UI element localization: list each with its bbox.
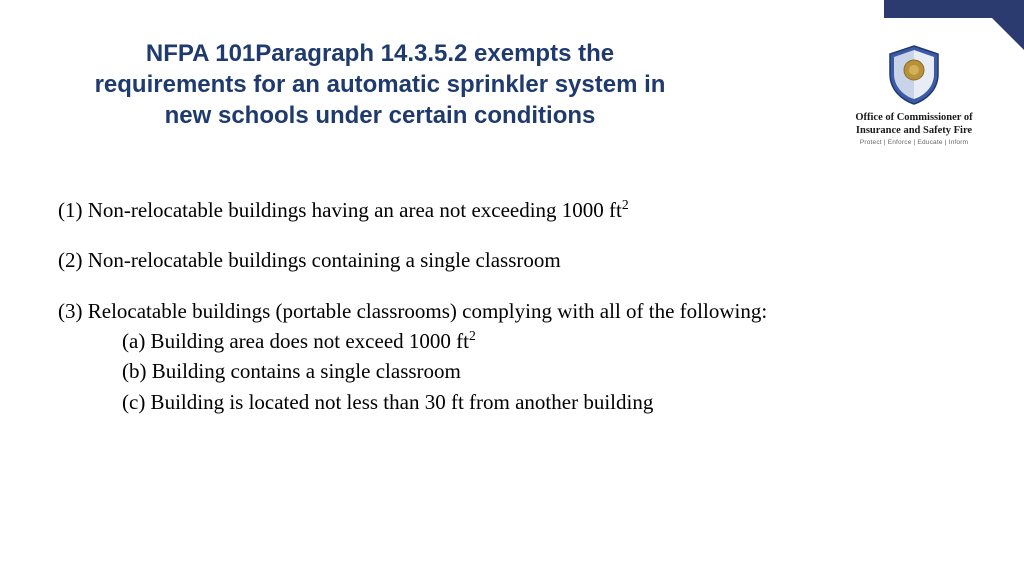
item-1-text: (1) Non-relocatable buildings having an …: [58, 198, 622, 222]
item-3a-text: (a) Building area does not exceed 1000 f…: [122, 329, 469, 353]
logo-title-line2: Insurance and Safety Fire: [834, 125, 994, 138]
item-2: (2) Non-relocatable buildings containing…: [58, 246, 938, 274]
agency-logo-block: Office of Commissioner of Insurance and …: [834, 44, 994, 146]
logo-tagline: Protect | Enforce | Educate | Inform: [834, 139, 994, 146]
item-3-sublist: (a) Building area does not exceed 1000 f…: [58, 327, 938, 416]
logo-title-line1: Office of Commissioner of: [834, 112, 994, 125]
shield-icon: [886, 44, 942, 106]
item-3: (3) Relocatable buildings (portable clas…: [58, 297, 938, 325]
item-3c: (c) Building is located not less than 30…: [122, 388, 938, 416]
slide: Office of Commissioner of Insurance and …: [0, 0, 1024, 576]
item-3a-sup: 2: [469, 328, 476, 343]
item-1: (1) Non-relocatable buildings having an …: [58, 196, 938, 224]
slide-title: NFPA 101Paragraph 14.3.5.2 exempts the r…: [70, 38, 690, 132]
slide-body: (1) Non-relocatable buildings having an …: [58, 196, 938, 418]
corner-accent-triangle: [974, 0, 1024, 50]
item-1-sup: 2: [622, 197, 629, 212]
item-3a: (a) Building area does not exceed 1000 f…: [122, 327, 938, 355]
item-3b: (b) Building contains a single classroom: [122, 357, 938, 385]
